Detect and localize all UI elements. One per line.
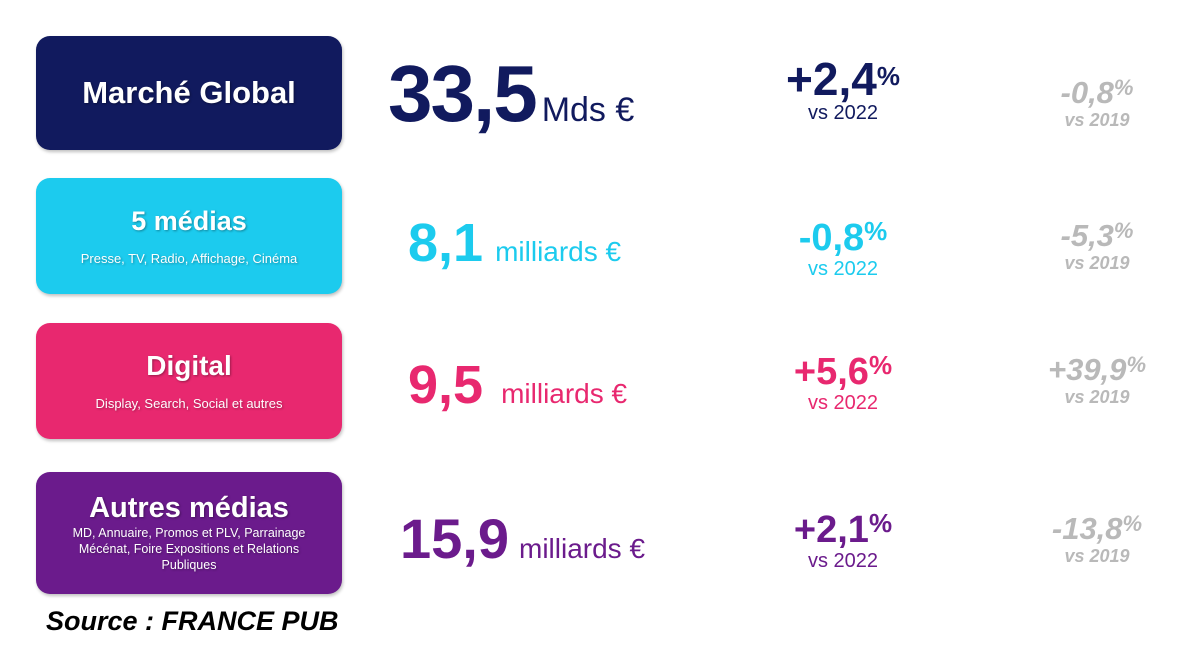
change-value: +39,9 — [1047, 352, 1127, 387]
category-subtitle: Display, Search, Social et autres — [95, 396, 283, 411]
percent-sign: % — [864, 216, 888, 246]
percent-sign: % — [1122, 511, 1143, 536]
change-label: vs 2019 — [1064, 253, 1130, 273]
change-vs-2022: -0,8% vs 2022 — [743, 218, 943, 281]
change-label: vs 2019 — [1064, 546, 1130, 566]
category-box-marche-global: Marché Global — [36, 36, 342, 150]
change-value: -0,8 — [798, 217, 865, 259]
category-title: 5 médias — [131, 205, 247, 236]
source-note: Source : FRANCE PUB — [46, 606, 339, 636]
amount-value: 8,1 — [408, 213, 484, 273]
change-vs-2019: -5,3% vs 2019 — [1007, 219, 1187, 274]
percent-sign: % — [1113, 218, 1134, 243]
change-vs-2022: +2,1% vs 2022 — [743, 510, 943, 573]
change-label: vs 2022 — [807, 392, 879, 414]
category-box-digital: Digital Display, Search, Social et autre… — [36, 323, 342, 439]
amount-value: 33,5 — [388, 49, 538, 138]
amount: 8,1 milliards € — [408, 212, 621, 274]
change-vs-2019: +39,9% vs 2019 — [1007, 353, 1187, 408]
amount: 33,5 Mds € — [388, 48, 634, 140]
change-label: vs 2022 — [807, 102, 879, 124]
category-box-5-medias: 5 médias Presse, TV, Radio, Affichage, C… — [36, 178, 342, 294]
category-subtitle: MD, Annuaire, Promos et PLV, Parrainage … — [72, 526, 306, 572]
change-vs-2019: -0,8% vs 2019 — [1007, 76, 1187, 131]
change-vs-2019: -13,8% vs 2019 — [1007, 512, 1187, 567]
change-value: +2,1 — [793, 509, 869, 551]
amount-unit: milliards € — [501, 378, 628, 409]
percent-sign: % — [868, 508, 893, 538]
amount-value: 15,9 — [400, 507, 509, 570]
category-title: Marché Global — [82, 75, 296, 110]
change-value: +2,4 — [786, 53, 877, 105]
change-value: -0,8 — [1060, 75, 1114, 110]
change-value: -13,8 — [1051, 511, 1123, 546]
percent-sign: % — [868, 350, 893, 380]
percent-sign: % — [1126, 352, 1146, 377]
change-vs-2022: +2,4% vs 2022 — [743, 56, 943, 125]
amount: 9,5 milliards € — [408, 354, 627, 416]
change-label: vs 2022 — [807, 258, 879, 280]
percent-sign: % — [876, 61, 900, 91]
change-value: -5,3 — [1060, 218, 1114, 253]
change-value: +5,6 — [793, 351, 869, 393]
category-title: Autres médias — [89, 492, 289, 524]
amount-value: 9,5 — [408, 355, 484, 415]
amount: 15,9 milliards € — [400, 506, 645, 571]
category-box-autres-medias: Autres médias MD, Annuaire, Promos et PL… — [36, 472, 342, 594]
amount-unit: Mds € — [541, 91, 635, 129]
change-vs-2022: +5,6% vs 2022 — [743, 352, 943, 415]
change-label: vs 2019 — [1064, 387, 1130, 407]
category-title: Digital — [146, 350, 232, 381]
category-subtitle: Presse, TV, Radio, Affichage, Cinéma — [80, 250, 298, 266]
amount-unit: milliards € — [519, 533, 646, 564]
change-label: vs 2019 — [1064, 110, 1130, 130]
amount-unit: milliards € — [495, 236, 622, 267]
change-label: vs 2022 — [807, 550, 879, 572]
percent-sign: % — [1113, 75, 1134, 100]
